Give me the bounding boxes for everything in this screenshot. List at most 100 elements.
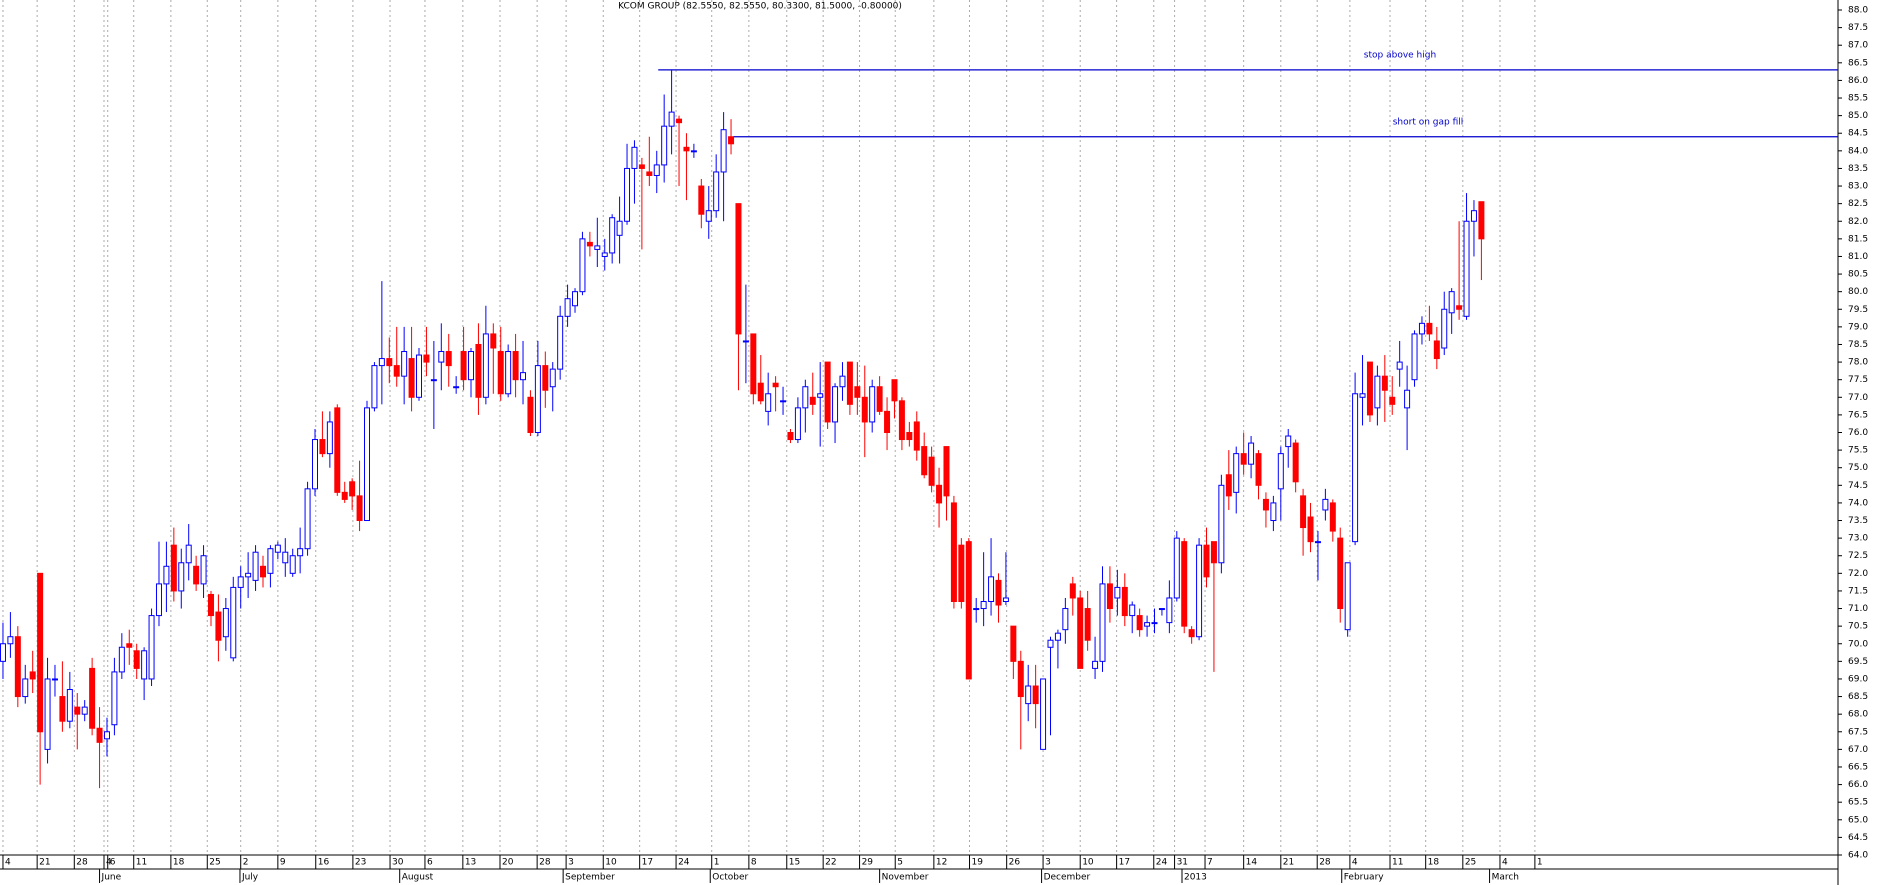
candle-body <box>728 136 735 145</box>
month-label: October <box>712 873 748 883</box>
x-tick-label: 9 <box>280 858 286 868</box>
y-tick-label: 84.5 <box>1848 129 1868 139</box>
x-tick-label: 13 <box>465 858 476 868</box>
candle-body <box>861 396 868 423</box>
x-tick-label: 3 <box>568 858 574 868</box>
y-tick-label: 74.5 <box>1848 481 1868 491</box>
candle-body <box>1144 622 1151 627</box>
candle-body <box>423 354 430 363</box>
y-tick-label: 66.5 <box>1848 762 1868 772</box>
y-tick-label: 79.0 <box>1848 322 1868 332</box>
candle-body <box>274 544 281 553</box>
candle-body <box>118 646 125 673</box>
candle-body <box>326 421 333 455</box>
candle-body <box>609 217 616 254</box>
candle-body <box>683 146 690 152</box>
x-tick-label: 21 <box>1283 858 1294 868</box>
candle-body <box>1404 389 1411 409</box>
x-tick-label: 25 <box>209 858 220 868</box>
y-tick-label: 68.0 <box>1848 710 1868 720</box>
y-tick-label: 87.0 <box>1848 41 1868 51</box>
candle-body <box>438 351 445 363</box>
candle-body <box>22 678 29 698</box>
y-tick-label: 77.0 <box>1848 393 1868 403</box>
x-tick-label: 31 <box>1177 858 1188 868</box>
candle-body <box>557 315 564 370</box>
x-tick-label: 20 <box>502 858 514 868</box>
y-tick-label: 82.5 <box>1848 199 1868 209</box>
candle-body <box>936 484 943 504</box>
candle-body <box>215 611 222 641</box>
candle-body <box>980 601 987 610</box>
candle-body <box>51 678 58 681</box>
x-tick-label: 4 <box>5 858 11 868</box>
candle-body <box>1352 393 1359 543</box>
candle-body <box>854 386 861 398</box>
y-tick-label: 83.0 <box>1848 182 1868 192</box>
y-tick-label: 86.0 <box>1848 76 1868 86</box>
candle-body <box>921 446 928 476</box>
candle-body <box>468 351 475 381</box>
candle-body <box>1292 442 1299 483</box>
candle-body <box>787 432 794 441</box>
candle-body <box>1114 586 1121 599</box>
y-tick-label: 72.0 <box>1848 569 1868 579</box>
candle-body <box>824 361 831 423</box>
candle-body <box>1248 442 1255 465</box>
candle-body <box>259 565 266 578</box>
y-tick-label: 69.0 <box>1848 674 1868 684</box>
candle-body <box>14 636 21 698</box>
y-tick-label: 75.0 <box>1848 463 1868 473</box>
candle-body <box>1092 660 1099 669</box>
candle-body <box>549 368 556 388</box>
x-tick-label: 11 <box>136 858 147 868</box>
candle-body <box>1359 393 1366 398</box>
candle-body <box>817 393 824 398</box>
candle-body <box>1426 322 1433 335</box>
candle-body <box>1121 586 1128 617</box>
candle-body <box>111 671 118 726</box>
x-tick-label: 17 <box>1119 858 1130 868</box>
month-label: March <box>1492 873 1519 883</box>
x-tick-label: 12 <box>936 858 947 868</box>
candle-body <box>720 129 727 173</box>
candle-body <box>995 579 1002 606</box>
y-tick-label: 64.5 <box>1848 833 1868 843</box>
candle-body <box>267 548 274 574</box>
candle-body <box>289 555 296 574</box>
candle-body <box>1010 625 1017 662</box>
x-tick-label: 6 <box>427 858 433 868</box>
candle-body <box>616 220 623 236</box>
x-tick-label: 3 <box>1045 858 1051 868</box>
candle-body <box>1329 502 1336 532</box>
candle-body <box>96 727 103 743</box>
candle-body <box>1181 541 1188 627</box>
candle-body <box>1396 361 1403 370</box>
candle-body <box>1381 375 1388 391</box>
candle-body <box>1300 495 1307 529</box>
candle-body <box>1002 597 1009 603</box>
x-tick-label: 28 <box>539 858 551 868</box>
candle-body <box>1166 597 1173 624</box>
candle-body <box>765 393 772 412</box>
x-tick-label: 8 <box>751 858 757 868</box>
candle-body <box>0 643 6 662</box>
candle-body <box>794 407 801 441</box>
candle-body <box>482 333 489 398</box>
candle-body <box>1203 544 1210 578</box>
candle-body <box>1032 685 1039 705</box>
y-tick-label: 85.5 <box>1848 94 1868 104</box>
y-tick-label: 70.0 <box>1848 639 1868 649</box>
x-tick-label: 26 <box>1009 858 1021 868</box>
candle-body <box>7 636 14 645</box>
candle-body <box>222 608 229 638</box>
y-tick-label: 73.0 <box>1848 534 1868 544</box>
month-label: February <box>1344 873 1385 883</box>
candle-body <box>1433 340 1440 360</box>
x-tick-label: 18 <box>173 858 185 868</box>
month-label: June <box>101 873 122 883</box>
candle-body <box>742 340 749 343</box>
candle-body <box>408 358 415 398</box>
month-label: August <box>402 873 434 883</box>
candle-body <box>1441 308 1448 349</box>
